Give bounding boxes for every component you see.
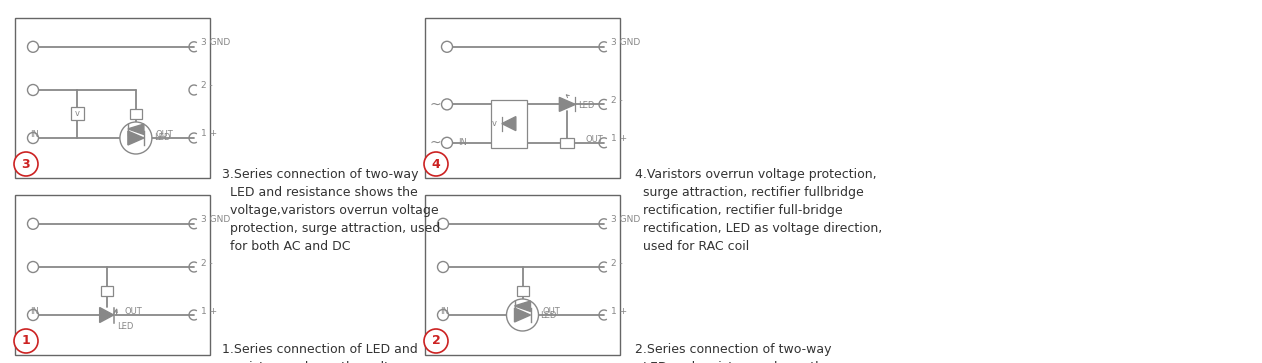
- Circle shape: [14, 329, 38, 353]
- Text: IN: IN: [458, 138, 467, 147]
- Text: 3 GND: 3 GND: [611, 38, 640, 47]
- Text: OUT: OUT: [586, 135, 603, 144]
- Circle shape: [424, 152, 448, 176]
- Circle shape: [14, 152, 38, 176]
- Text: 4: 4: [432, 158, 440, 171]
- Polygon shape: [559, 97, 575, 111]
- Text: 2 -: 2 -: [611, 258, 622, 268]
- Text: v: v: [492, 119, 497, 128]
- Polygon shape: [515, 301, 530, 311]
- Text: 1 +: 1 +: [201, 130, 217, 139]
- Text: OUT: OUT: [156, 130, 174, 139]
- Bar: [15, 18, 209, 178]
- Circle shape: [506, 299, 539, 331]
- Text: 1.Series connection of LED and
  resistance shows the voltage
  used for both A : 1.Series connection of LED and resistanc…: [222, 343, 418, 363]
- Bar: [560, 138, 574, 148]
- Bar: [425, 195, 620, 355]
- Text: LED: LED: [578, 101, 594, 110]
- Text: 4.Varistors overrun voltage protection,
  surge attraction, rectifier fullbridge: 4.Varistors overrun voltage protection, …: [635, 168, 882, 253]
- Bar: [516, 286, 529, 296]
- Text: 3.Series connection of two-way
  LED and resistance shows the
  voltage,varistor: 3.Series connection of two-way LED and r…: [222, 168, 440, 253]
- Text: 3 GND: 3 GND: [201, 38, 230, 47]
- Circle shape: [28, 85, 39, 95]
- Text: 3 GND: 3 GND: [611, 215, 640, 224]
- Text: 3: 3: [21, 158, 30, 171]
- Text: 1 +: 1 +: [611, 134, 627, 143]
- Polygon shape: [502, 117, 516, 131]
- Text: IN: IN: [30, 130, 39, 139]
- Text: v: v: [74, 110, 80, 118]
- Polygon shape: [127, 124, 144, 135]
- Text: ~: ~: [429, 97, 440, 111]
- Polygon shape: [515, 308, 530, 322]
- Text: 1 +: 1 +: [201, 306, 217, 315]
- Text: 2 -: 2 -: [611, 96, 622, 105]
- Text: OUT: OUT: [543, 307, 560, 316]
- Circle shape: [424, 329, 448, 353]
- Text: LED: LED: [154, 134, 170, 143]
- Text: LED: LED: [116, 322, 133, 331]
- Bar: [101, 286, 112, 296]
- Circle shape: [28, 218, 39, 229]
- Circle shape: [120, 122, 151, 154]
- Bar: [130, 109, 141, 119]
- Circle shape: [28, 41, 39, 52]
- Text: 2: 2: [432, 334, 440, 347]
- Bar: [72, 107, 85, 120]
- Circle shape: [442, 99, 453, 110]
- Text: 2 -: 2 -: [201, 258, 213, 268]
- Circle shape: [28, 132, 39, 143]
- Text: IN: IN: [440, 307, 449, 316]
- Polygon shape: [127, 131, 144, 145]
- Text: 2.Series connection of two-way
  LED and resistance shows the
  voltage,used for: 2.Series connection of two-way LED and r…: [635, 343, 848, 363]
- Text: 2 -: 2 -: [201, 82, 213, 90]
- Bar: [491, 99, 526, 148]
- Circle shape: [438, 310, 448, 321]
- Text: IN: IN: [30, 307, 39, 316]
- Circle shape: [438, 218, 448, 229]
- Circle shape: [438, 261, 448, 273]
- Text: 1 +: 1 +: [611, 306, 627, 315]
- Circle shape: [28, 310, 39, 321]
- Circle shape: [442, 137, 453, 148]
- Polygon shape: [100, 307, 114, 322]
- Text: ~: ~: [429, 136, 440, 150]
- Bar: [425, 18, 620, 178]
- Bar: [15, 195, 209, 355]
- Text: 1: 1: [21, 334, 30, 347]
- Circle shape: [28, 261, 39, 273]
- Circle shape: [442, 41, 453, 52]
- Text: OUT: OUT: [125, 307, 143, 316]
- Text: LED: LED: [540, 310, 557, 319]
- Text: 3 GND: 3 GND: [201, 215, 230, 224]
